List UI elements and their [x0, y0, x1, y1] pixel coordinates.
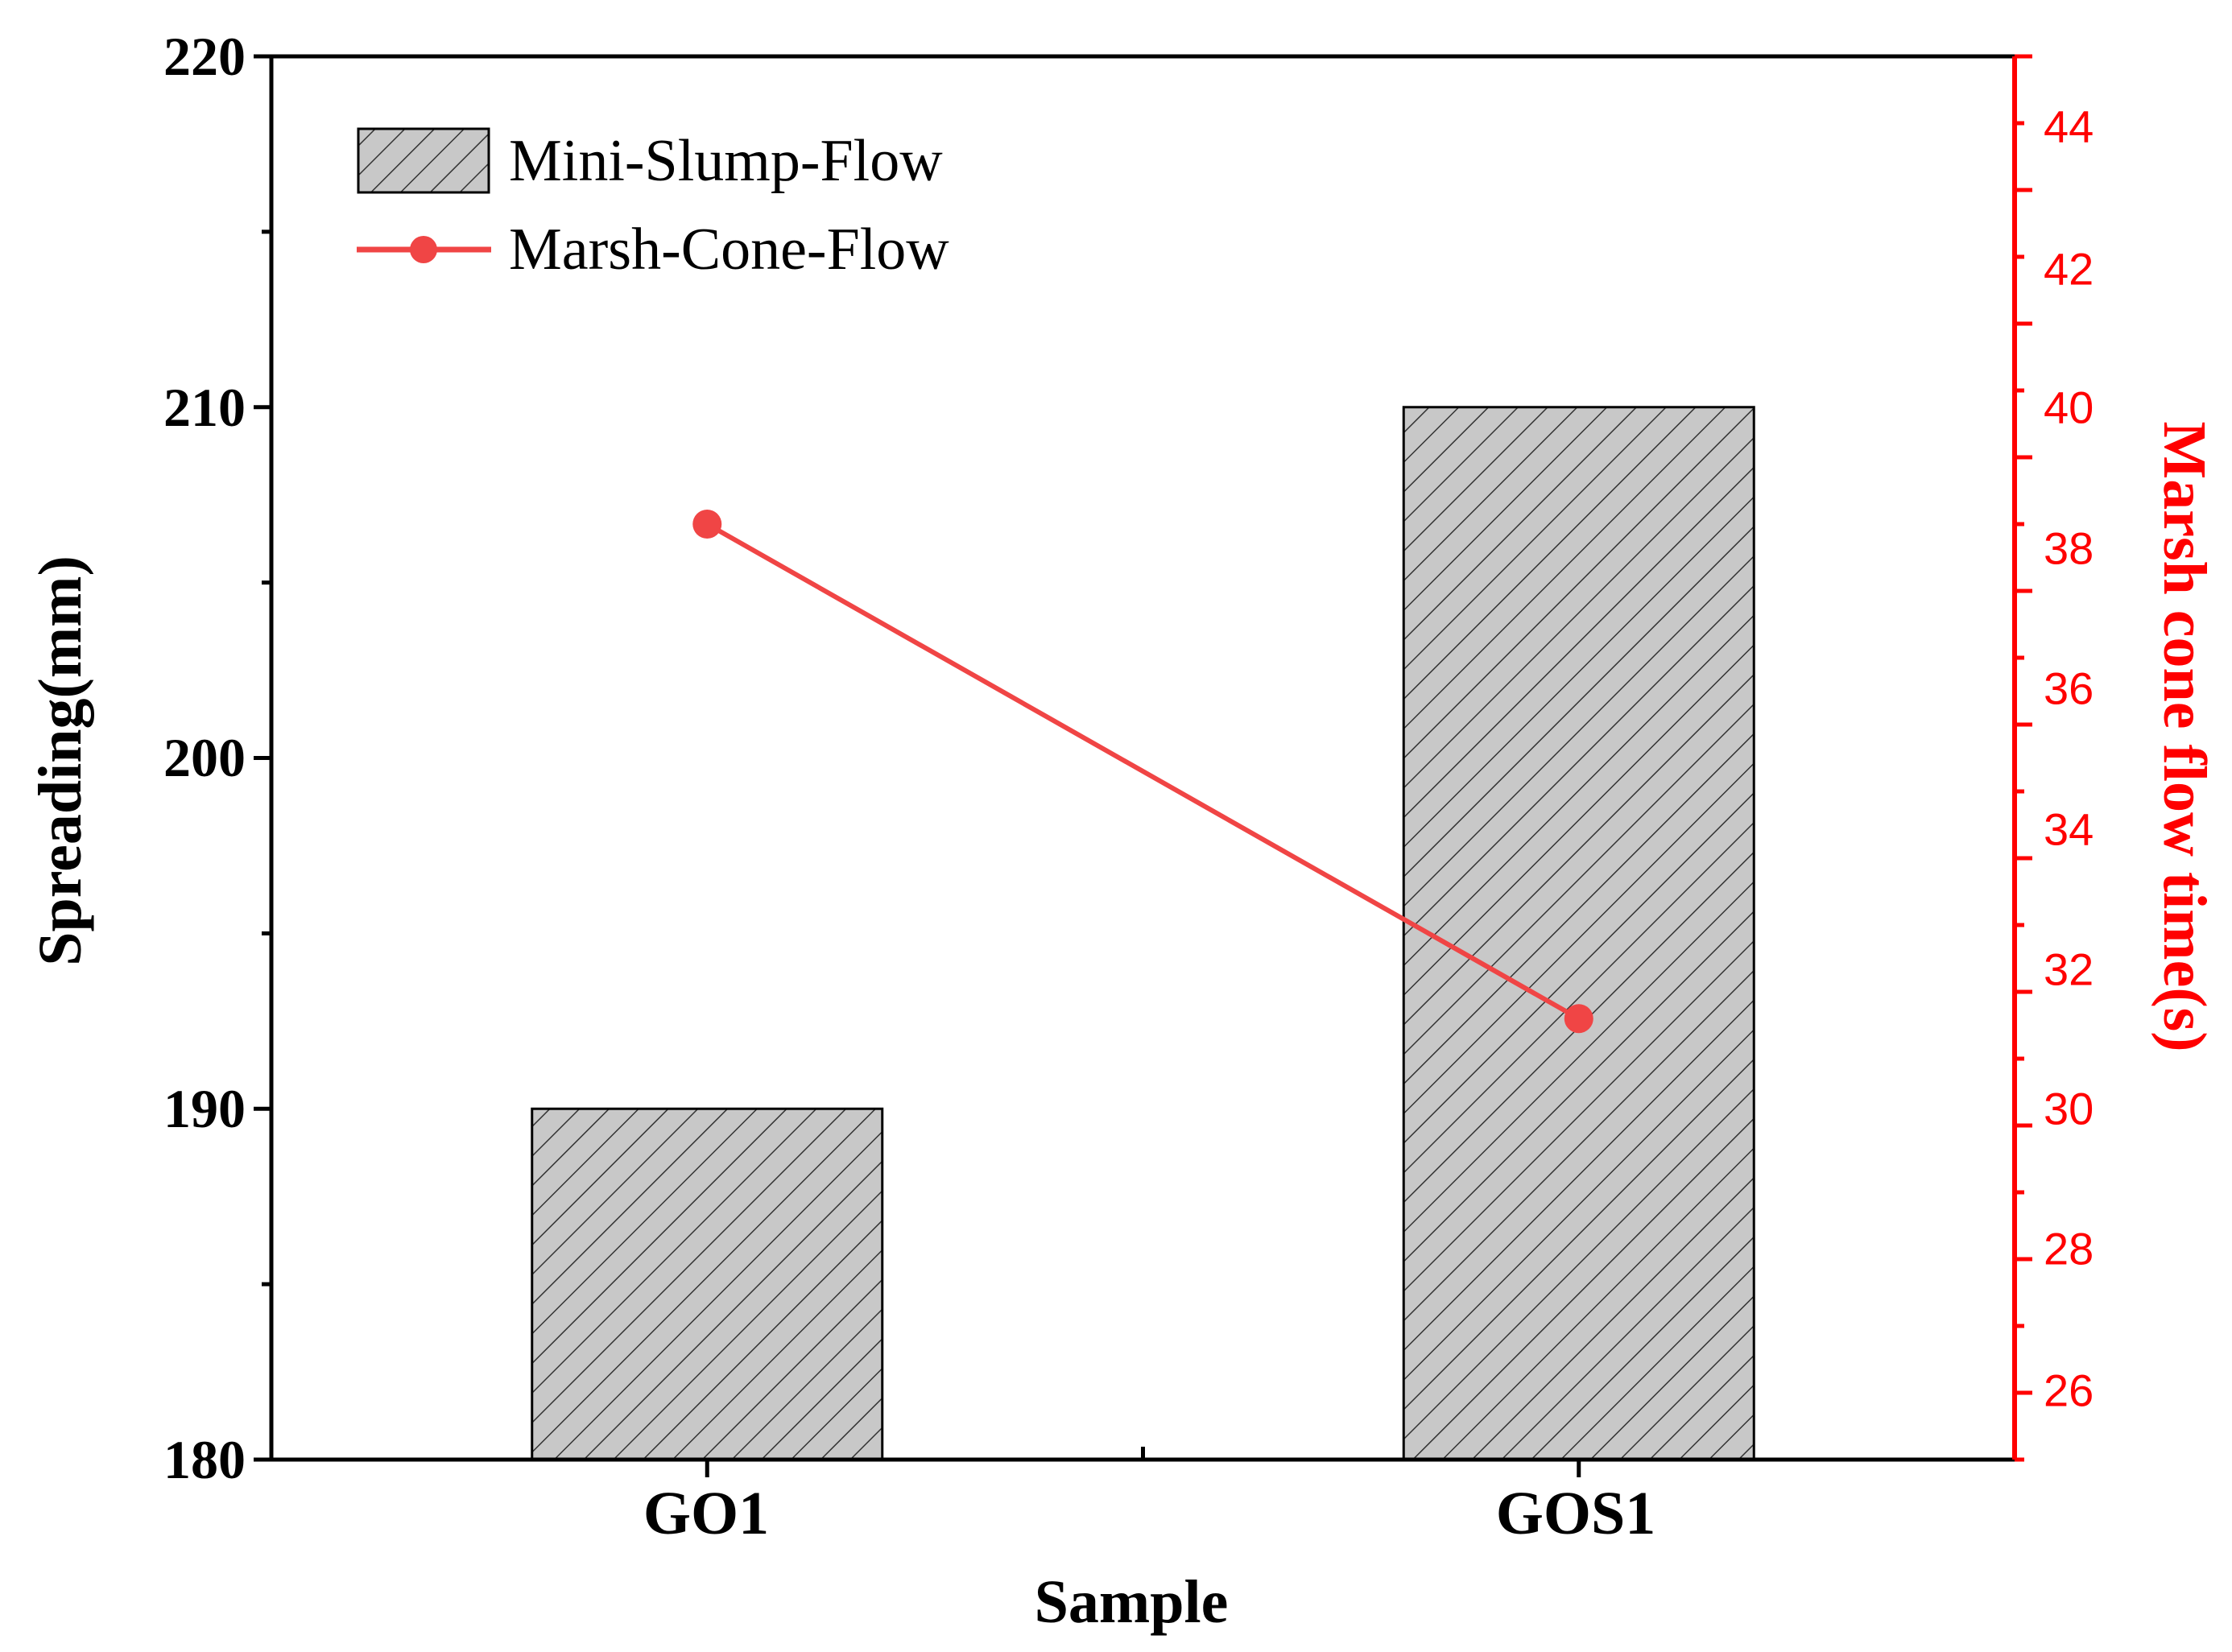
legend-bar-swatch	[357, 127, 490, 194]
right-axis-title: Marsh cone flow time(s)	[2151, 421, 2218, 1051]
right-tick-label: 44	[2044, 101, 2094, 152]
left-axis-title: Spreading(mm)	[27, 555, 94, 966]
right-tick-label: 36	[2044, 663, 2094, 714]
marsh-cone-flow-line	[705, 522, 1581, 1021]
right-tick-label: 38	[2044, 523, 2094, 574]
right-tick-label: 32	[2044, 944, 2094, 995]
left-tick-label: 180	[163, 1429, 246, 1490]
left-tick-label: 210	[163, 377, 246, 438]
left-tick-label: 200	[163, 727, 246, 788]
right-tick-label: 26	[2044, 1365, 2094, 1416]
right-tick-label: 30	[2044, 1084, 2094, 1134]
legend-label-marsh-cone-flow: Marsh-Cone-Flow	[509, 217, 949, 283]
left-tick-labels: 180 190 200 210 220	[163, 26, 246, 1490]
right-tick-label: 40	[2044, 382, 2094, 433]
ticks	[254, 54, 2032, 1477]
right-tick-label: 34	[2044, 804, 2094, 855]
left-tick-label: 220	[163, 26, 246, 87]
legend: Mini-Slump-Flow Marsh-Cone-Flow	[357, 127, 949, 283]
right-tick-labels: 26 28 30 32 34 36 38 40 42 44	[2044, 101, 2094, 1416]
right-tick-label: 42	[2044, 244, 2094, 295]
marsh-cone-flow-point-gos1	[1564, 1004, 1593, 1034]
bars	[531, 406, 1755, 1461]
x-tick-label-gos1: GOS1	[1496, 1480, 1656, 1547]
bar-gos1	[1402, 406, 1755, 1461]
x-tick-label-go1: GO1	[643, 1480, 769, 1547]
bar-go1	[531, 1107, 884, 1461]
legend-line-marker	[410, 236, 437, 263]
legend-label-mini-slump-flow: Mini-Slump-Flow	[509, 128, 943, 194]
left-tick-label: 190	[163, 1078, 246, 1139]
right-tick-label: 28	[2044, 1224, 2094, 1274]
x-axis-title: Sample	[1035, 1568, 1229, 1636]
marsh-cone-flow-point-go1	[692, 510, 722, 539]
line-series	[692, 510, 1593, 1034]
